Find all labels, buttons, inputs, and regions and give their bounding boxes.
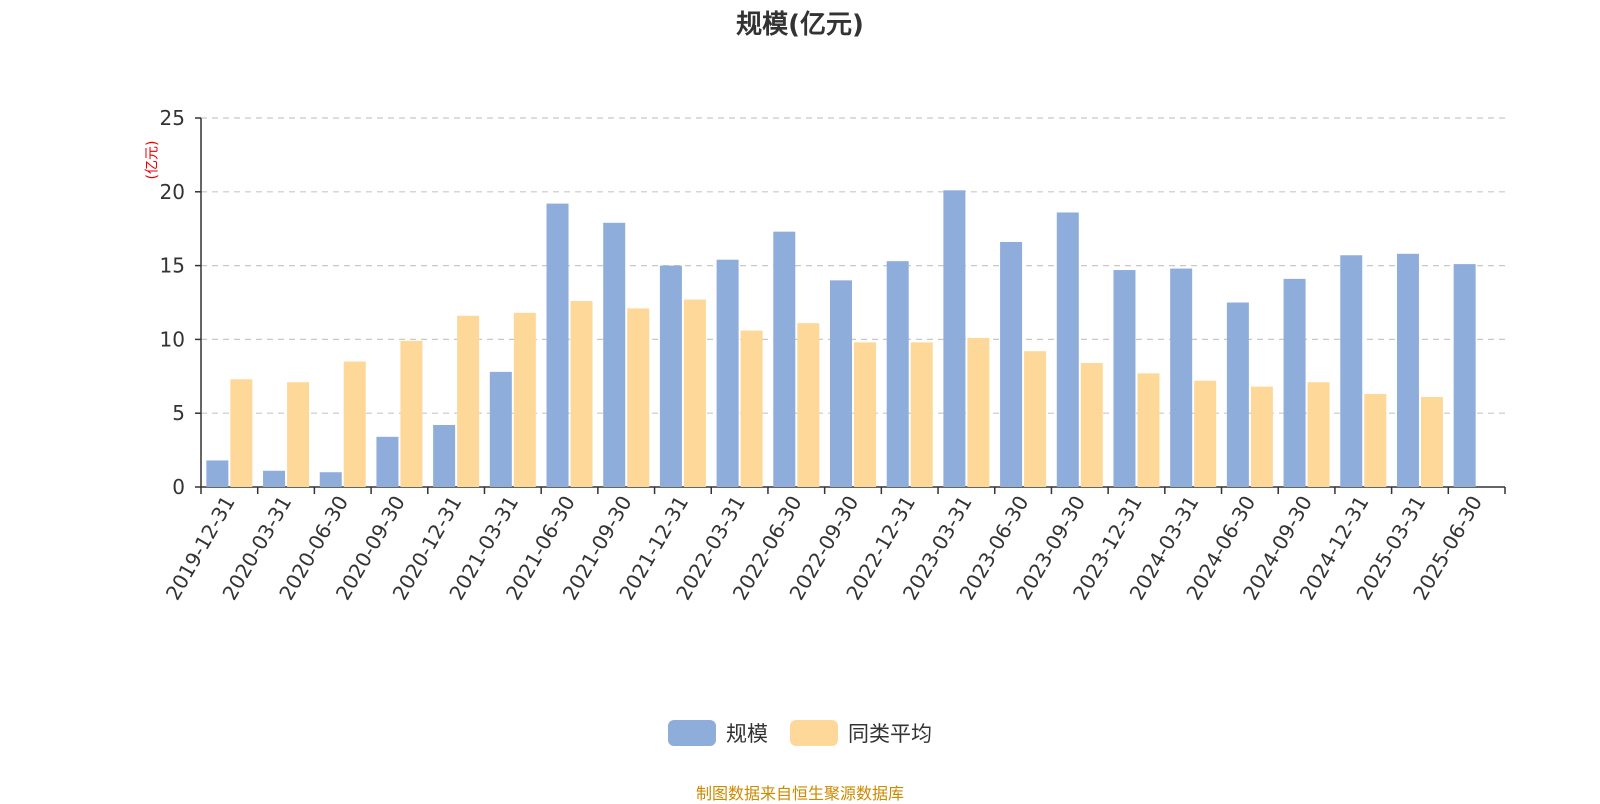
bar-peer-average (400, 340, 423, 487)
bar-scale (886, 261, 909, 487)
bar-peer-average (910, 342, 933, 487)
legend-label-scale: 规模 (726, 722, 768, 746)
bar-peer-average (740, 330, 763, 487)
bar-peer-average (854, 342, 876, 487)
bar-scale (659, 265, 682, 487)
bar-scale (489, 371, 512, 487)
bar-scale (433, 425, 456, 487)
bar-scale (1170, 268, 1193, 487)
bar-peer-average (797, 323, 820, 487)
bar-peer-average (1250, 386, 1273, 487)
bar-scale (1396, 253, 1419, 487)
bar-peer-average (1307, 382, 1330, 487)
bar-peer-average (570, 301, 593, 487)
legend-item-peer-average[interactable]: 同类平均 (790, 718, 932, 748)
bar-peer-average (627, 308, 650, 487)
bar-peer-average (1080, 363, 1103, 487)
bar-peer-average (1024, 351, 1047, 487)
data-source-note: 制图数据来自恒生聚源数据库 (695, 784, 904, 803)
bar-scale (773, 231, 796, 487)
bar-scale (1226, 302, 1249, 487)
bar-scale (1000, 241, 1023, 487)
bar-scale (319, 472, 342, 487)
bar-scale (1453, 264, 1476, 487)
y-tick-label: 0 (172, 475, 185, 499)
legend-item-scale[interactable]: 规模 (668, 718, 768, 748)
bar-peer-average (1364, 394, 1387, 487)
y-tick-label: 10 (160, 327, 185, 351)
bar-scale (206, 460, 229, 487)
bar-peer-average (683, 299, 706, 487)
bar-peer-average (457, 315, 480, 487)
bar-scale (1283, 278, 1306, 487)
bar-scale (546, 203, 569, 487)
y-tick-label: 25 (160, 106, 185, 130)
bar-peer-average (513, 312, 536, 487)
bar-peer-average (1194, 380, 1217, 487)
bar-scale (603, 222, 626, 487)
bar-scale (1113, 270, 1136, 487)
bar-peer-average (343, 361, 366, 487)
y-tick-label: 15 (160, 254, 185, 278)
y-tick-label: 5 (172, 401, 185, 425)
y-tick-label: 20 (160, 180, 185, 204)
bar-peer-average (1137, 373, 1160, 487)
bar-scale (1056, 212, 1079, 488)
bar-peer-average (230, 379, 253, 487)
legend: 规模 同类平均 (0, 718, 1600, 748)
bar-peer-average (967, 337, 990, 487)
bar-scale (263, 470, 286, 487)
bar-scale (716, 259, 739, 487)
bar-peer-average (1420, 396, 1443, 487)
bar-scale (830, 280, 852, 487)
chart-title: 规模(亿元) (736, 10, 864, 40)
bar-scale (1340, 255, 1363, 487)
legend-swatch-scale (668, 720, 716, 746)
legend-label-peer-average: 同类平均 (848, 722, 932, 746)
bar-peer-average (287, 382, 310, 487)
bar-scale (943, 190, 966, 487)
legend-swatch-peer-average (790, 720, 838, 746)
bar-scale (376, 436, 399, 487)
